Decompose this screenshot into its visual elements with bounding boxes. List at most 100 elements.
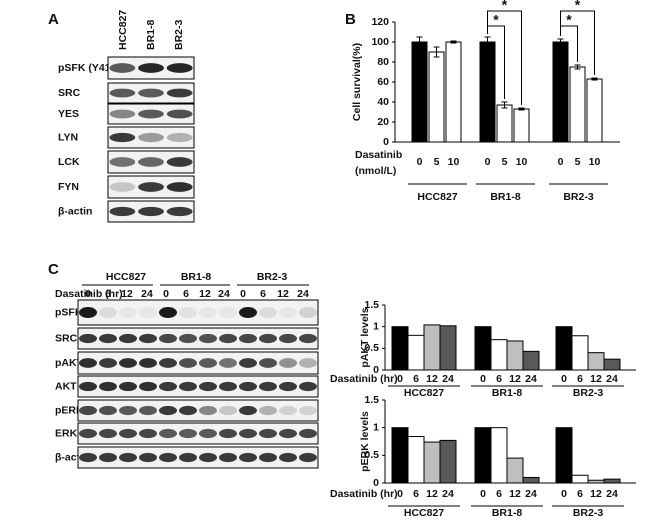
row-label: pAKT <box>55 357 84 369</box>
y-tick-label: 1.5 <box>364 299 379 311</box>
y-tick-label: 20 <box>377 116 389 128</box>
group-label: BR1-8 <box>492 507 523 519</box>
lane-label: 24 <box>297 288 309 300</box>
band <box>179 405 197 416</box>
band <box>138 88 164 98</box>
x-tick-label: 12 <box>426 488 438 500</box>
y-tick-label: 0 <box>373 364 379 376</box>
bar <box>587 479 605 484</box>
x-tick-label: 12 <box>590 488 602 500</box>
bar <box>407 334 425 371</box>
band <box>79 333 97 344</box>
band <box>279 307 297 318</box>
blot <box>77 327 319 350</box>
x-tick-label: 12 <box>509 488 521 500</box>
y-tick-label: 40 <box>377 96 389 108</box>
row-label: SRC <box>55 332 78 344</box>
bar <box>479 41 496 143</box>
x-tick-label: 10 <box>589 156 601 168</box>
bar <box>428 51 445 143</box>
bar <box>522 350 540 371</box>
y-tick-label: 0 <box>383 136 389 148</box>
error-bar <box>501 101 508 109</box>
band <box>109 88 136 98</box>
band <box>166 157 193 167</box>
band <box>259 307 277 318</box>
y-tick-label: 0 <box>373 477 379 489</box>
band <box>99 333 117 344</box>
band <box>299 333 317 344</box>
band <box>219 307 237 318</box>
x-tick-label: 5 <box>434 156 440 168</box>
bar <box>586 78 603 143</box>
x-tick-label: 0 <box>485 156 491 168</box>
lane-label: 24 <box>141 288 153 300</box>
band <box>279 333 297 344</box>
band <box>259 358 277 368</box>
group-label: BR1-8 <box>492 387 523 399</box>
band <box>166 109 193 119</box>
y-tick-label: 60 <box>377 76 389 88</box>
bar <box>411 41 428 143</box>
y-tick-label: 80 <box>377 56 389 68</box>
group-label: BR2-3 <box>257 271 288 283</box>
band <box>199 405 217 416</box>
x-tick-label: 10 <box>516 156 528 168</box>
row-label: FYN <box>58 181 79 193</box>
band <box>259 381 277 392</box>
x-axis-unit: (nmol/L) <box>355 165 396 177</box>
band <box>199 452 217 463</box>
bar <box>506 340 524 371</box>
band <box>138 182 164 192</box>
x-tick-label: 24 <box>525 488 537 500</box>
bar <box>474 427 492 484</box>
group-label: BR1-8 <box>181 271 212 283</box>
y-tick-label: 120 <box>371 16 389 28</box>
band <box>138 132 164 143</box>
band <box>159 452 177 463</box>
lane-label: 6 <box>183 288 189 300</box>
band <box>299 428 317 439</box>
band <box>166 132 193 143</box>
y-tick-label: 1 <box>373 320 379 332</box>
band <box>99 381 117 392</box>
group-label: BR2-3 <box>573 387 604 399</box>
y-tick-label: 100 <box>371 36 389 48</box>
x-tick-label: 6 <box>577 373 583 385</box>
x-tick-label: 5 <box>575 156 581 168</box>
band <box>199 428 217 439</box>
band <box>109 63 136 73</box>
band <box>219 381 237 392</box>
band <box>279 428 297 439</box>
y-axis-label: pAKT levels <box>359 307 371 367</box>
band <box>299 307 317 318</box>
error-bar <box>484 36 491 48</box>
band <box>166 63 193 73</box>
band <box>109 182 136 192</box>
bar <box>445 41 462 143</box>
bar <box>506 457 524 484</box>
blot <box>77 299 319 326</box>
band <box>219 358 237 368</box>
group-label: BR1-8 <box>490 191 521 203</box>
y-tick-label: 0.5 <box>364 449 379 461</box>
band <box>138 206 164 217</box>
band <box>239 333 257 344</box>
lane-label: 24 <box>218 288 230 300</box>
row-label: β-actin <box>58 205 92 217</box>
band <box>139 452 157 463</box>
band <box>139 405 157 416</box>
bar <box>571 335 589 371</box>
x-tick-label: 0 <box>561 488 567 500</box>
group-label: BR2-3 <box>573 507 604 519</box>
band <box>159 307 177 318</box>
band <box>219 333 237 344</box>
blot <box>77 351 319 375</box>
band <box>279 381 297 392</box>
bar <box>571 474 589 484</box>
blot <box>107 126 195 149</box>
error-bar <box>416 36 423 48</box>
band <box>239 452 257 463</box>
band <box>119 381 137 392</box>
band <box>299 452 317 463</box>
